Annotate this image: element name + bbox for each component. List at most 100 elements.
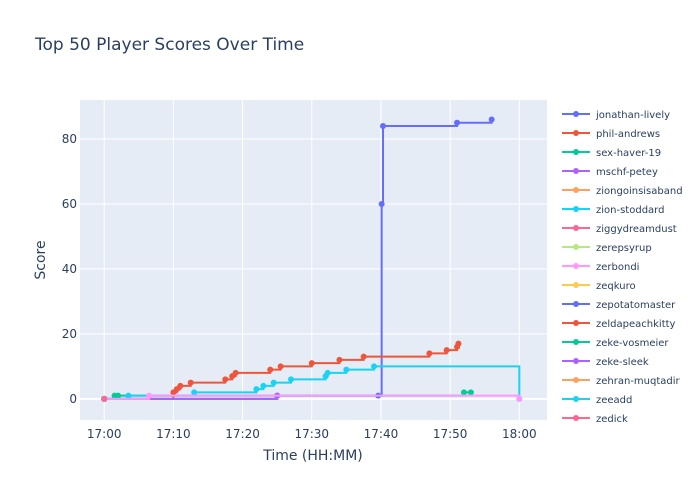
data-point[interactable] [488, 116, 495, 123]
legend-item[interactable]: zedick [562, 414, 628, 425]
legend-label: zepotatomaster [596, 300, 676, 311]
legend-marker-icon [573, 415, 579, 421]
legend-marker-icon [573, 320, 579, 326]
legend-item[interactable]: zerepsyrup [562, 243, 652, 254]
data-point[interactable] [371, 363, 378, 370]
legend-marker-icon [573, 130, 579, 136]
data-point[interactable] [288, 376, 295, 383]
legend-item[interactable]: ziongoinsisaband [562, 186, 683, 197]
legend-label: zeldapeachkitty [596, 319, 676, 330]
legend-item[interactable]: zeeadd [562, 395, 632, 406]
legend-label: ziongoinsisaband [596, 186, 683, 197]
y-tick-label: 0 [69, 392, 77, 406]
legend-label: mschf-petey [596, 167, 658, 178]
legend-label: zion-stoddard [596, 205, 664, 216]
data-point[interactable] [336, 356, 343, 363]
y-tick-label: 80 [62, 132, 77, 146]
x-tick-label: 17:40 [364, 427, 399, 441]
data-point[interactable] [426, 350, 433, 357]
legend-label: zerbondi [596, 262, 639, 273]
data-point[interactable] [378, 200, 385, 207]
series-phil-andrews[interactable] [101, 340, 462, 402]
x-axis-title: Time (HH:MM) [262, 448, 363, 464]
data-point[interactable] [455, 340, 462, 347]
legend-marker-icon [573, 244, 579, 250]
data-point[interactable] [467, 389, 474, 396]
x-tick-label: 17:00 [87, 427, 122, 441]
legend-marker-icon [573, 377, 579, 383]
legend-item[interactable]: zion-stoddard [562, 205, 664, 216]
y-tick-label: 60 [62, 197, 77, 211]
legend-marker-icon [573, 168, 579, 174]
series-zedick[interactable] [101, 395, 108, 402]
legend-label: zerepsyrup [596, 243, 652, 254]
legend-item[interactable]: zepotatomaster [562, 300, 676, 311]
data-point[interactable] [101, 395, 108, 402]
x-tick-label: 17:20 [225, 427, 260, 441]
data-point[interactable] [270, 379, 277, 386]
legend-marker-icon [573, 206, 579, 212]
legend-item[interactable]: ziggydreamdust [562, 224, 677, 235]
plot-background [80, 100, 547, 420]
data-point[interactable] [454, 119, 461, 126]
data-point[interactable] [191, 389, 198, 396]
legend[interactable]: jonathan-lively phil-andrews sex-haver-19 m… [562, 110, 683, 425]
data-point[interactable] [253, 386, 260, 393]
legend-item[interactable]: sex-haver-19 [562, 148, 661, 159]
legend-item[interactable]: phil-andrews [562, 129, 660, 140]
legend-item[interactable]: zerbondi [562, 262, 639, 273]
legend-label: zeqkuro [596, 281, 636, 292]
data-point[interactable] [380, 122, 387, 129]
x-tick-label: 17:50 [433, 427, 468, 441]
y-tick-label: 20 [62, 327, 77, 341]
chart-title: Top 50 Player Scores Over Time [34, 35, 304, 55]
legend-marker-icon [573, 149, 579, 155]
data-point[interactable] [222, 376, 229, 383]
data-point[interactable] [125, 392, 132, 399]
legend-label: phil-andrews [596, 129, 660, 140]
data-point[interactable] [308, 360, 315, 367]
y-axis-title: Score [33, 240, 49, 279]
data-point[interactable] [343, 366, 350, 373]
legend-marker-icon [573, 111, 579, 117]
legend-marker-icon [573, 263, 579, 269]
x-tick-label: 17:30 [294, 427, 329, 441]
legend-item[interactable]: jonathan-lively [562, 110, 670, 121]
legend-marker-icon [573, 396, 579, 402]
data-point[interactable] [443, 347, 450, 354]
legend-label: sex-haver-19 [596, 148, 661, 159]
data-point[interactable] [267, 366, 274, 373]
legend-marker-icon [573, 282, 579, 288]
legend-marker-icon [573, 301, 579, 307]
data-point[interactable] [187, 379, 194, 386]
data-point[interactable] [324, 369, 331, 376]
data-point[interactable] [232, 369, 239, 376]
legend-label: jonathan-lively [595, 110, 670, 121]
legend-item[interactable]: zeqkuro [562, 281, 636, 292]
y-axis-ticks: 0 20 40 60 80 [62, 132, 77, 406]
legend-label: ziggydreamdust [596, 224, 677, 235]
legend-marker-icon [573, 358, 579, 364]
data-point[interactable] [360, 353, 367, 360]
data-point[interactable] [115, 392, 122, 399]
legend-label: zeke-sleek [596, 357, 649, 368]
data-point[interactable] [460, 389, 467, 396]
legend-label: zeeadd [596, 395, 632, 406]
data-point[interactable] [146, 392, 153, 399]
data-point[interactable] [177, 382, 184, 389]
x-axis-ticks: 17:00 17:10 17:20 17:30 17:40 17:50 18:00 [87, 427, 537, 441]
legend-label: zehran-muqtadir [596, 376, 681, 387]
data-point[interactable] [516, 395, 523, 402]
legend-item[interactable]: zehran-muqtadir [562, 376, 681, 387]
legend-item[interactable]: zeldapeachkitty [562, 319, 676, 330]
legend-marker-icon [573, 187, 579, 193]
series-zion-stoddard[interactable] [101, 363, 523, 402]
legend-item[interactable]: zeke-sleek [562, 357, 649, 368]
y-tick-label: 40 [62, 262, 77, 276]
legend-item[interactable]: zeke-vosmeier [562, 338, 669, 349]
x-tick-label: 18:00 [502, 427, 537, 441]
legend-item[interactable]: mschf-petey [562, 167, 658, 178]
data-point[interactable] [277, 363, 284, 370]
data-point[interactable] [260, 382, 267, 389]
